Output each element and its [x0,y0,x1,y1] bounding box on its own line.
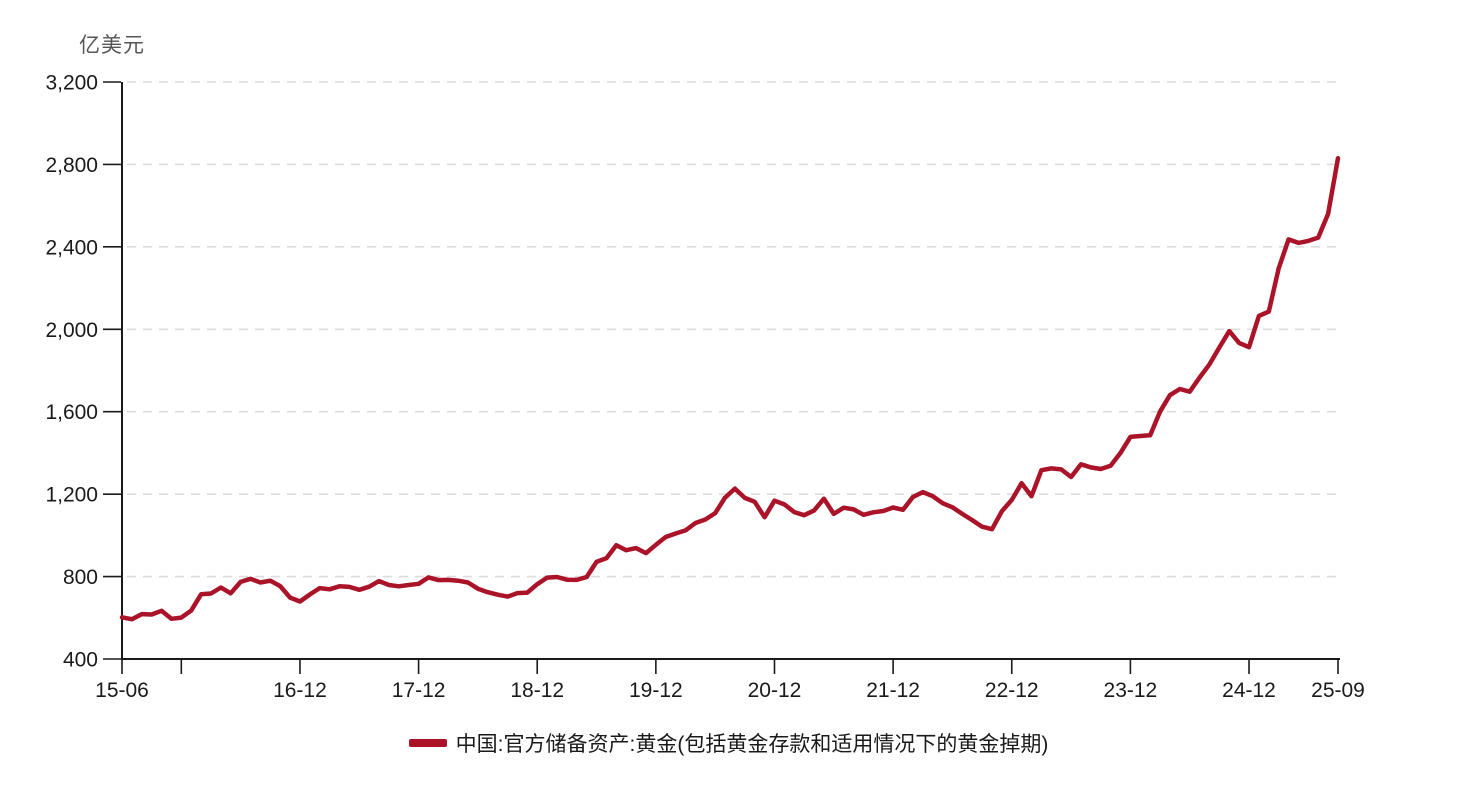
x-tick-label: 25-09 [1311,679,1365,702]
y-axis-unit-label: 亿美元 [79,34,145,57]
x-tick-label: 19-12 [629,679,683,702]
y-tick-label: 3,200 [45,72,98,95]
y-tick-label: 1,200 [45,484,98,507]
y-tick-label: 2,800 [45,154,98,177]
axis-line [121,82,1340,660]
x-tick-label: 21-12 [866,679,920,702]
y-tick-label: 2,400 [45,236,98,259]
series-line-gold-reserves [119,155,1341,622]
y-tick-label: 2,000 [45,319,98,342]
x-tick-label: 22-12 [985,679,1039,702]
x-tick-label: 20-12 [748,679,802,702]
x-tick-label: 17-12 [392,679,446,702]
x-tick-label: 15-06 [95,679,149,702]
legend: 中国:官方储备资产:黄金(包括黄金存款和适用情况下的黄金掉期) [0,730,1457,756]
x-tick-label: 16-12 [273,679,327,702]
y-tick-label: 1,600 [45,401,98,424]
y-tick-label: 400 [63,649,98,672]
y-tick-label: 800 [63,566,98,589]
x-tick-label: 23-12 [1104,679,1158,702]
x-tick-label: 24-12 [1222,679,1276,702]
x-tick-label: 18-12 [510,679,564,702]
legend-line-swatch [408,739,447,747]
legend-series-label: 中国:官方储备资产:黄金(包括黄金存款和适用情况下的黄金掉期) [455,733,1049,756]
